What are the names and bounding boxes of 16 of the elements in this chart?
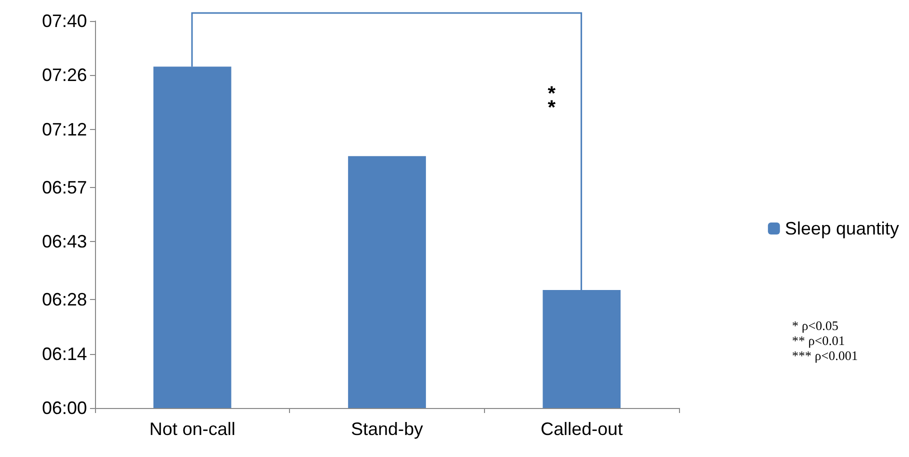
text: * ρ<0.05 xyxy=(792,318,840,333)
legend-label: Sleep quantity xyxy=(784,218,900,238)
text: ** ρ<0.01 xyxy=(792,333,846,348)
y-tick-label: 06:57 xyxy=(42,177,87,198)
x-tick-label: Not on-call xyxy=(149,419,236,439)
text: *** ρ<0.001 xyxy=(792,348,858,363)
x-tick-label: Stand-by xyxy=(350,419,424,439)
y-tick-label: 06:00 xyxy=(42,398,87,418)
y-tick-label: 07:26 xyxy=(42,65,87,86)
annotation: ** xyxy=(546,83,557,119)
y-tick-label: 07:12 xyxy=(42,119,87,140)
y-tick-label: 06:14 xyxy=(42,344,87,364)
y-tick-label: 06:28 xyxy=(42,290,87,310)
y-tick-label: 06:43 xyxy=(42,232,87,252)
y-tick-label: 07:40 xyxy=(42,11,87,31)
x-tick-label: Called-out xyxy=(540,419,623,439)
